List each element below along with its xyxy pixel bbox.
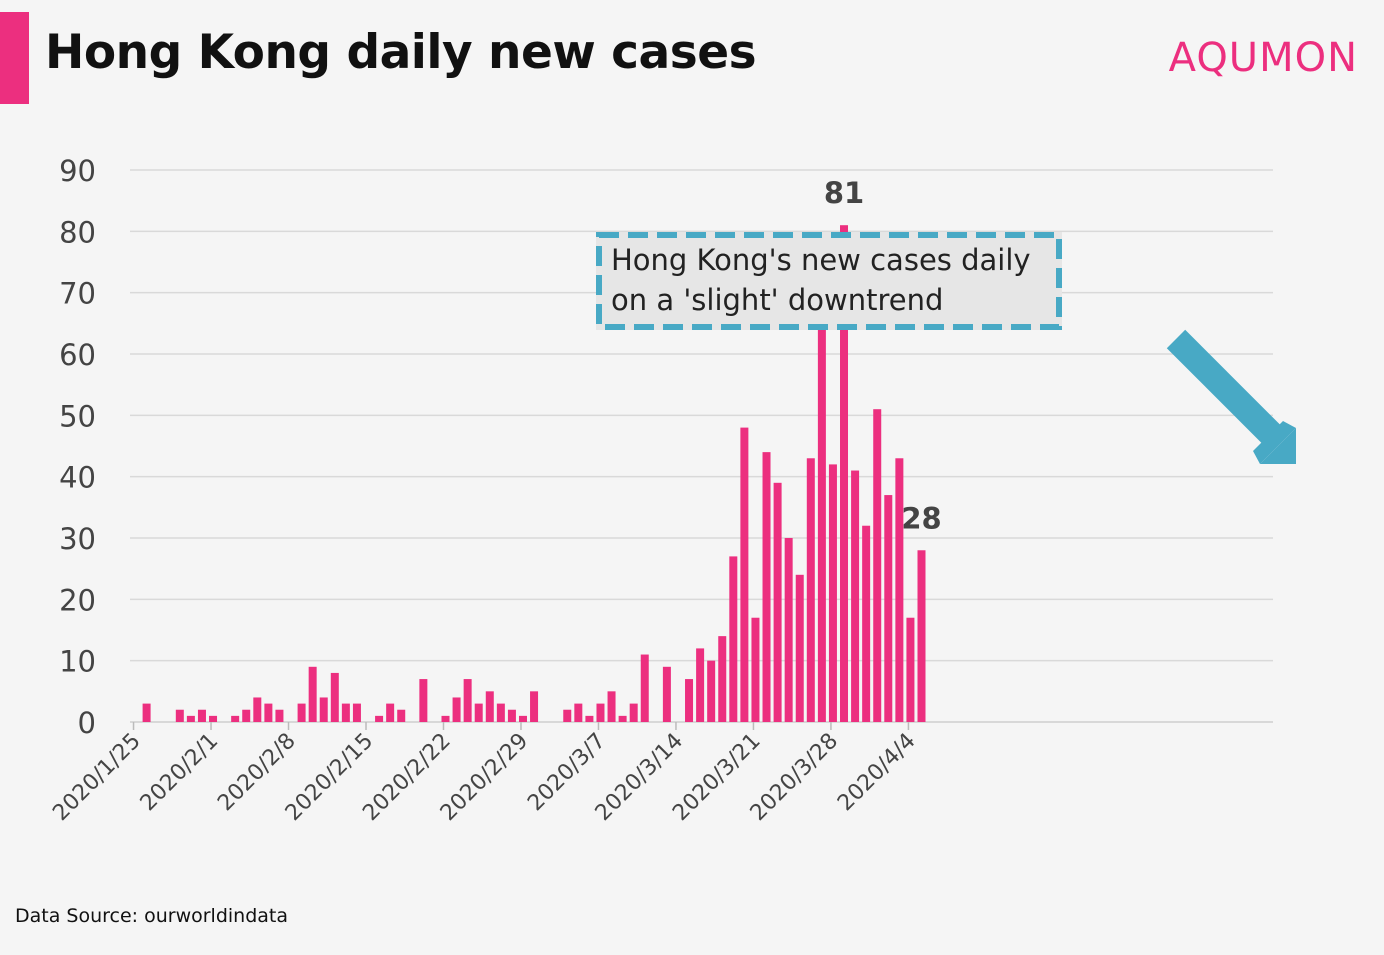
- bar: [253, 697, 262, 722]
- bar: [851, 470, 860, 722]
- bar: [297, 703, 306, 722]
- bar: [386, 703, 395, 722]
- y-axis-tick-labels: 0 10 20 30 40 50 60 70 80 90: [59, 154, 96, 740]
- bars: [142, 225, 926, 722]
- bar: [197, 709, 206, 722]
- bar: [507, 709, 516, 722]
- bar: [917, 550, 926, 722]
- y-tick-label: 40: [59, 461, 96, 495]
- down-right-arrow-icon: [1166, 329, 1296, 464]
- bar: [662, 666, 671, 722]
- bar: [175, 709, 184, 722]
- bar: [231, 715, 240, 722]
- bar: [795, 574, 804, 722]
- y-tick-label: 10: [59, 645, 96, 679]
- bar: [485, 691, 494, 722]
- bar: [906, 617, 915, 722]
- bar: [596, 703, 605, 722]
- bar: [696, 648, 705, 722]
- bar: [242, 709, 251, 722]
- data-label: 28: [901, 501, 941, 535]
- bar: [518, 715, 527, 722]
- bar: [463, 679, 472, 722]
- y-tick-label: 50: [59, 399, 96, 433]
- brand-logo: AQUMON: [1168, 35, 1358, 81]
- bar: [740, 427, 749, 722]
- annotation-text: Hong Kong's new cases daily on a 'slight…: [611, 240, 1031, 320]
- bar: [718, 636, 727, 722]
- bar: [585, 715, 594, 722]
- data-labels: 81 28: [824, 176, 942, 535]
- y-tick-label: 70: [59, 277, 96, 311]
- bar: [751, 617, 760, 722]
- bar: [607, 691, 616, 722]
- bar: [474, 703, 483, 722]
- bar: [729, 556, 738, 722]
- bar: [264, 703, 273, 722]
- bar: [563, 709, 572, 722]
- bar: [142, 703, 151, 722]
- annotation-line-1: Hong Kong's new cases daily: [611, 243, 1031, 277]
- bar: [817, 323, 826, 722]
- title-accent-bar: [0, 12, 29, 104]
- bar: [840, 225, 849, 722]
- y-tick-label: 90: [59, 154, 96, 188]
- y-tick-label: 0: [78, 706, 96, 740]
- bar: [419, 679, 428, 722]
- bar: [773, 482, 782, 722]
- bar: [762, 452, 771, 722]
- bar: [375, 715, 384, 722]
- bar: [341, 703, 350, 722]
- y-tick-label: 20: [59, 583, 96, 617]
- bar: [707, 660, 716, 722]
- chart-title: Hong Kong daily new cases: [45, 25, 757, 80]
- y-tick-label: 30: [59, 522, 96, 556]
- bar: [530, 691, 539, 722]
- y-tick-label: 80: [59, 215, 96, 249]
- annotation-dashed-border: [596, 232, 1062, 330]
- bar: [574, 703, 583, 722]
- bar: [397, 709, 406, 722]
- bar: [873, 409, 882, 722]
- bar: [275, 709, 284, 722]
- bar: [618, 715, 627, 722]
- bar: [806, 458, 815, 722]
- data-source: Data Source: ourworldindata: [15, 905, 289, 927]
- bar: [209, 715, 218, 722]
- x-tick-label: 2020/4/4: [833, 729, 921, 817]
- annotation-box: Hong Kong's new cases daily on a 'slight…: [596, 232, 1062, 330]
- bar: [629, 703, 638, 722]
- bar: [884, 495, 893, 722]
- bar: [319, 697, 328, 722]
- bar: [685, 679, 694, 722]
- x-tick-label: 2020/2/1: [136, 729, 224, 817]
- bar: [452, 697, 461, 722]
- y-tick-label: 60: [59, 338, 96, 372]
- bar: [640, 654, 649, 722]
- x-tick-label: 2020/1/25: [48, 729, 145, 826]
- bar: [352, 703, 361, 722]
- bar: [895, 458, 904, 722]
- x-axis-tick-labels: 2020/1/252020/2/12020/2/82020/2/152020/2…: [48, 722, 921, 826]
- bar: [308, 666, 317, 722]
- bar: [186, 715, 195, 722]
- bar: [784, 538, 793, 722]
- bar: [330, 672, 339, 722]
- bar: [441, 715, 450, 722]
- annotation-line-2: on a 'slight' downtrend: [611, 283, 944, 317]
- data-label: 81: [824, 176, 864, 210]
- bar: [828, 464, 837, 722]
- bar: [496, 703, 505, 722]
- bar: [862, 525, 871, 722]
